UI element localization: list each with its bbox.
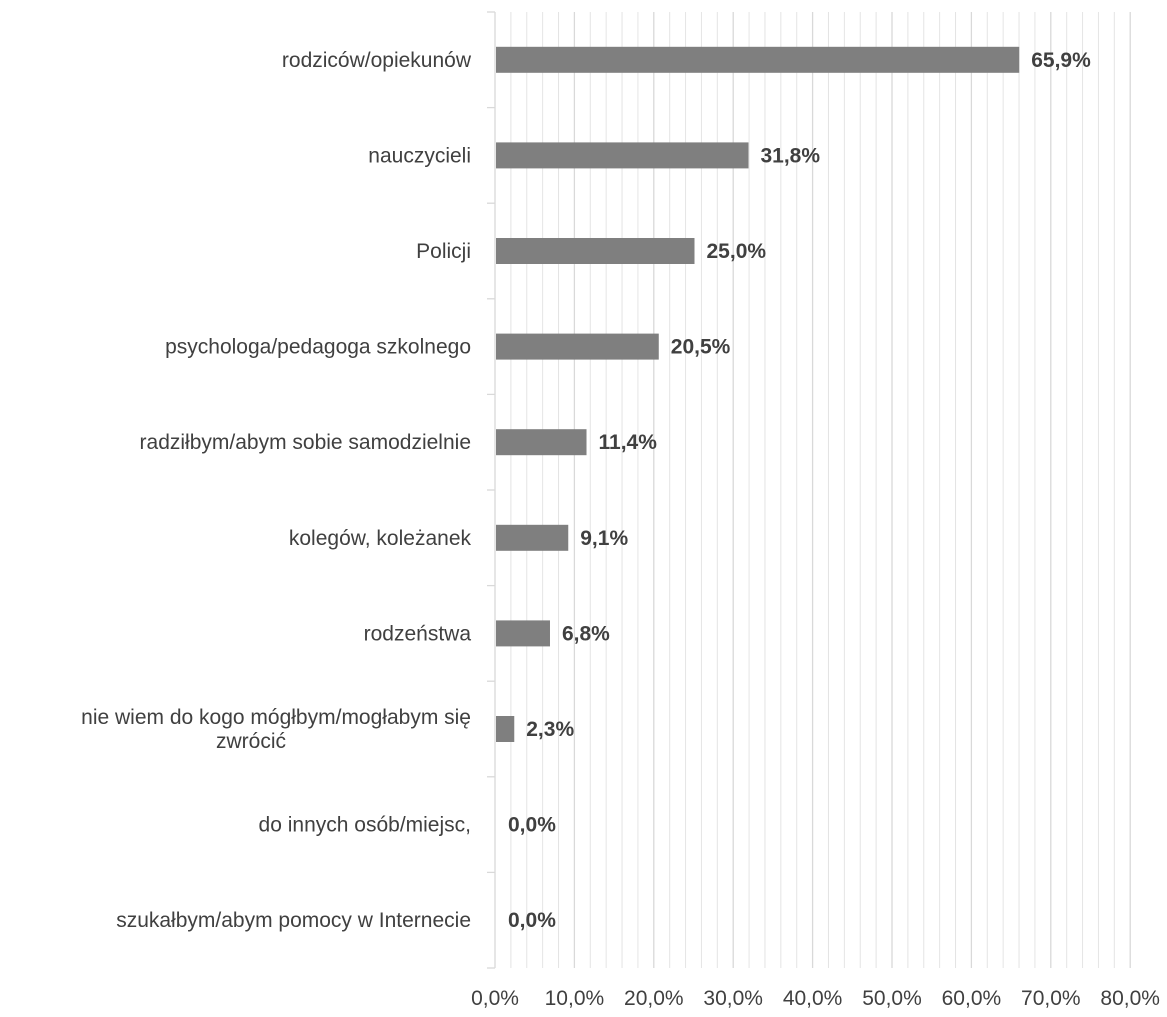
category-label-line: nie wiem do kogo mógłbym/mogłabym się [81, 706, 471, 729]
gridlines [510, 12, 1131, 968]
x-tick-label: 0,0% [471, 987, 519, 1010]
category-labels: rodziców/opiekunów nauczycieli Policji psyc… [81, 49, 472, 932]
bars [496, 46, 1020, 742]
bar [496, 429, 587, 456]
category-label: nauczycieli [368, 144, 471, 167]
data-label: 9,1% [580, 527, 628, 550]
bar [496, 524, 569, 551]
bar [496, 46, 1020, 73]
x-tick-label: 40,0% [783, 987, 843, 1010]
category-label-line: zwrócić [216, 730, 286, 753]
value-labels: 65,9% 31,8% 25,0% 20,5% 11,4% 9,1% 6,8% 2,3% 0,0… [508, 49, 1091, 932]
x-tick-label: 10,0% [545, 987, 605, 1010]
x-tick-label: 30,0% [703, 987, 763, 1010]
category-label: do innych osób/miejsc, [259, 814, 471, 837]
data-label: 6,8% [562, 622, 610, 645]
data-label: 0,0% [508, 909, 556, 932]
data-label: 0,0% [508, 814, 556, 837]
x-tick-label: 20,0% [624, 987, 684, 1010]
category-label: kolegów, koleżanek [289, 527, 472, 550]
data-label: 2,3% [526, 718, 574, 741]
category-axis [487, 11, 496, 969]
category-label: rodziców/opiekunów [282, 49, 472, 72]
category-label: radziłbym/abym sobie samodzielnie [140, 431, 471, 454]
x-tick-label: 70,0% [1021, 987, 1081, 1010]
data-label: 20,5% [671, 336, 731, 359]
x-tick-labels: 0,0% 10,0% 20,0% 30,0% 40,0% 50,0% 60,0% 70,0% 8… [471, 987, 1160, 1010]
x-tick-label: 60,0% [942, 987, 1002, 1010]
x-tick-label: 80,0% [1100, 987, 1160, 1010]
bar [496, 716, 515, 742]
bar [496, 238, 695, 264]
category-label: Policji [416, 240, 471, 263]
category-label: rodzeństwa [364, 622, 472, 645]
x-tick-label: 50,0% [862, 987, 922, 1010]
category-label: szukałbym/abym pomocy w Internecie [116, 909, 471, 932]
data-label: 65,9% [1031, 49, 1091, 72]
category-label: psychologa/pedagoga szkolnego [165, 336, 471, 359]
data-label: 11,4% [599, 431, 658, 454]
category-label: nie wiem do kogo mógłbym/mogłabym się zwr… [81, 706, 471, 753]
data-label: 25,0% [707, 240, 767, 263]
bar [496, 333, 659, 360]
bar [496, 142, 749, 169]
bar [496, 620, 550, 647]
data-label: 31,8% [760, 144, 820, 167]
